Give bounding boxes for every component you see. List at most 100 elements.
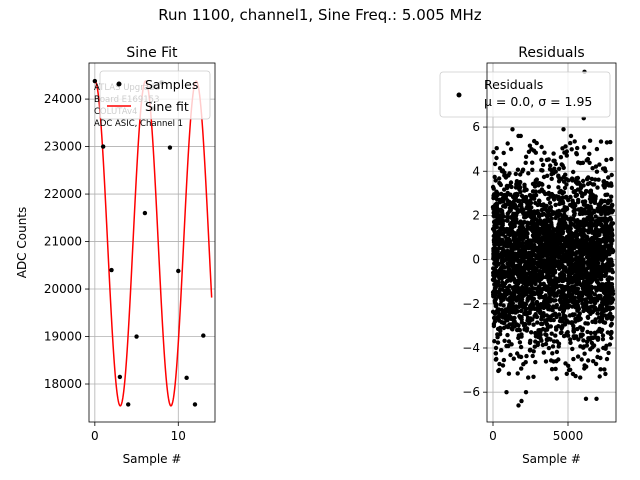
residual-point: [604, 303, 609, 309]
residual-point: [507, 295, 513, 300]
residual-point: [540, 250, 545, 256]
residual-point: [518, 354, 524, 360]
residual-point: [571, 233, 576, 239]
residual-point: [589, 206, 594, 211]
residual-point: [600, 269, 605, 274]
residual-point: [529, 238, 535, 243]
residual-point: [519, 308, 524, 314]
residual-point: [547, 314, 552, 320]
residual-point: [506, 314, 511, 320]
residual-point: [494, 146, 499, 151]
residual-point: [609, 227, 615, 233]
residual-point: [572, 295, 578, 300]
residual-point: [497, 180, 502, 186]
residual-point: [510, 202, 515, 207]
residual-point: [559, 326, 564, 331]
residual-point: [578, 254, 583, 259]
residual-point: [501, 218, 506, 223]
residual-point: [557, 190, 562, 195]
residual-point: [502, 320, 507, 325]
residual-point: [594, 288, 599, 293]
legend-residuals-stats: μ = 0.0, σ = 1.95: [484, 94, 592, 109]
residual-point: [491, 150, 496, 155]
residuals-ytick-label: 2: [472, 208, 480, 222]
residual-point: [524, 328, 529, 333]
residual-point: [552, 293, 557, 298]
residual-point: [556, 166, 562, 171]
residual-point: [547, 290, 552, 295]
residual-point: [495, 340, 501, 345]
residual-point: [571, 276, 576, 282]
residual-point: [587, 138, 593, 143]
residual-point: [493, 238, 498, 243]
residual-point: [515, 327, 520, 333]
residual-point: [524, 199, 530, 205]
residual-point: [493, 345, 499, 351]
residual-point: [553, 305, 559, 310]
residual-point: [543, 318, 548, 323]
residual-point: [583, 188, 589, 194]
residual-point: [536, 276, 542, 281]
residual-point: [530, 160, 535, 165]
residual-point: [539, 157, 544, 162]
residual-point: [510, 213, 515, 218]
residual-point: [526, 149, 532, 154]
residual-point: [606, 175, 611, 180]
residual-point: [608, 139, 613, 145]
residual-point: [531, 349, 536, 354]
residual-point: [598, 367, 603, 372]
residual-point: [581, 308, 586, 314]
residual-point: [571, 169, 576, 175]
residual-point: [563, 243, 568, 249]
residual-point: [527, 310, 532, 316]
residual-point: [553, 366, 558, 372]
residual-point: [535, 252, 540, 258]
residual-point: [608, 236, 614, 241]
residual-point: [549, 367, 555, 372]
residual-point: [522, 188, 527, 193]
residual-point: [501, 150, 506, 156]
residual-point: [524, 239, 529, 245]
residual-point: [582, 145, 587, 150]
residual-point: [565, 330, 570, 335]
residual-point: [555, 209, 560, 214]
residual-point: [592, 198, 598, 204]
residual-point: [537, 232, 542, 237]
residual-point: [507, 183, 512, 188]
residual-point: [602, 273, 607, 279]
residual-point: [529, 280, 534, 285]
residual-point: [497, 197, 503, 202]
residual-point: [531, 193, 537, 199]
residual-point: [500, 263, 506, 268]
residual-point: [492, 339, 497, 344]
residual-point: [490, 309, 496, 314]
residual-point: [598, 139, 604, 144]
sine-fit-xtick-label: 10: [171, 429, 186, 443]
residual-point: [560, 199, 565, 204]
residual-point: [527, 143, 533, 148]
residual-point: [609, 194, 614, 199]
residual-point: [609, 317, 614, 322]
residual-point: [509, 322, 514, 327]
residual-point: [552, 279, 558, 285]
residual-point: [602, 320, 608, 325]
residual-point: [575, 326, 580, 332]
residual-point: [497, 292, 503, 297]
residual-point: [519, 398, 524, 404]
residual-point: [559, 162, 564, 167]
residual-point: [573, 219, 578, 224]
residual-point: [527, 225, 532, 230]
residual-point: [494, 224, 499, 230]
residual-point: [575, 308, 580, 313]
residual-point: [583, 237, 589, 243]
residual-point: [593, 296, 598, 302]
residual-point: [534, 300, 539, 306]
residual-point: [588, 218, 593, 223]
residual-point: [585, 181, 591, 187]
residual-point: [519, 193, 525, 198]
residual-point: [603, 227, 608, 232]
residual-point: [491, 193, 496, 198]
residual-point: [605, 277, 610, 282]
residual-point: [499, 348, 504, 353]
